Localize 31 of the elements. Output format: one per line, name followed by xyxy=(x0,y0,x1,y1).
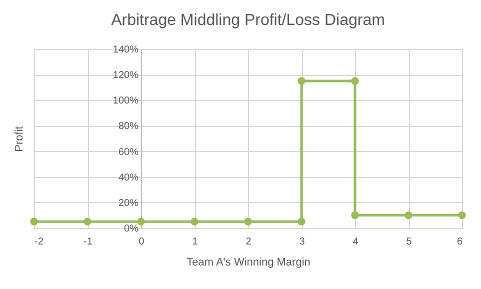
y-tick-label: 0% xyxy=(124,224,139,234)
y-axis-title: Profit xyxy=(14,126,26,152)
x-tick-label: 1 xyxy=(192,236,198,248)
y-tick-label: 120% xyxy=(112,70,139,82)
x-tick-label: -1 xyxy=(84,236,93,248)
point xyxy=(30,218,38,226)
x-tick-label: 0 xyxy=(138,236,145,248)
x-tick-label: 6 xyxy=(456,236,463,248)
x-tick-label: 2 xyxy=(246,236,252,248)
x-tick-label: 3 xyxy=(299,236,306,248)
y-tick-label: 100% xyxy=(112,96,139,107)
y-tick-label: 140% xyxy=(112,44,139,56)
point xyxy=(84,218,92,226)
x-axis-title: Team A's Winning Margin xyxy=(186,256,310,268)
point xyxy=(137,218,145,226)
y-tick-label: 80% xyxy=(118,121,139,132)
y-tick-label: 20% xyxy=(118,198,139,209)
point xyxy=(404,211,412,220)
point xyxy=(351,77,359,85)
y-tick-label: 60% xyxy=(118,146,139,158)
x-tick-label: -2 xyxy=(34,236,44,248)
x-tick-label: 5 xyxy=(406,236,412,248)
point xyxy=(458,211,466,220)
point xyxy=(190,218,198,226)
x-tick-label: 4 xyxy=(352,236,359,248)
point xyxy=(298,77,306,85)
point xyxy=(298,218,306,226)
chart-title: Arbitrage Middling Profit/Loss Diagram xyxy=(111,12,385,29)
point xyxy=(244,218,252,226)
point xyxy=(351,211,359,220)
y-tick-label: 40% xyxy=(118,172,139,184)
